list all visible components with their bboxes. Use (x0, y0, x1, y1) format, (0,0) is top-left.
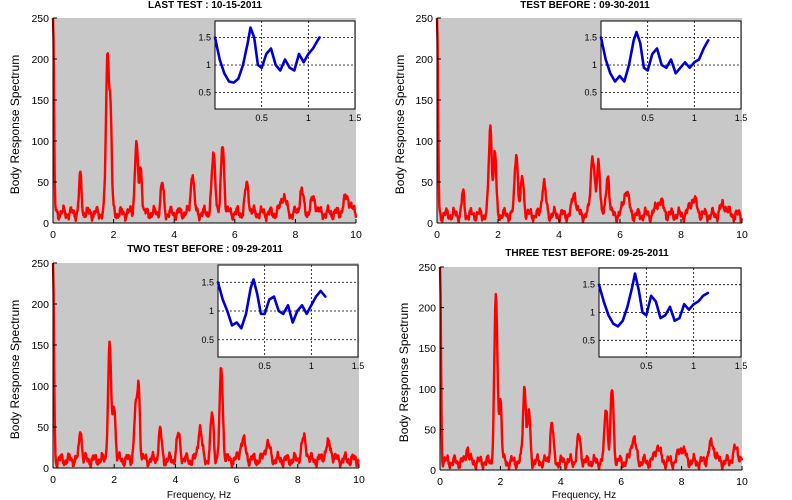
x-tick-label: 2 (497, 476, 503, 488)
chart-panel-3: 0 50 100 150 200 250 0 2 4 6 8 10 TWO TEST BEFORE : … (8, 244, 365, 500)
spectrum-line (51, 17, 358, 223)
inset-x-tick-label: 1 (309, 361, 314, 371)
inset-y-tick-label: 1 (592, 60, 597, 70)
y-axis-label: Body Response Spectrum (397, 303, 411, 442)
x-tick-label: 6 (618, 476, 624, 488)
inset-y-tick-label: 0.5 (582, 335, 595, 345)
x-tick-label: 4 (556, 229, 562, 241)
y-axis-label: Body Response Spectrum (393, 55, 407, 194)
inset-x-tick-label: 1.5 (735, 361, 748, 371)
x-tick-label: 0 (437, 476, 443, 488)
inset-y-tick-label: 1 (206, 60, 211, 70)
chart-panel-4: 0 50 100 150 200 250 0 2 4 6 8 10 THREE TEST BEFORE:… (397, 248, 748, 500)
y-tick-label: 150 (31, 95, 49, 107)
inset-chart: 0.5 1 1.5 0.5 1 1.5 (582, 267, 748, 371)
inset-x-tick-label: 0.5 (641, 113, 654, 123)
x-tick-label: 10 (353, 474, 365, 486)
inset-line (213, 26, 321, 84)
chart-panel-1: 0 50 100 150 200 250 0 2 4 6 8 10 LAST TEST : 10-15-… (8, 0, 362, 241)
x-tick-label: 6 (617, 229, 623, 241)
y-tick-label: 250 (418, 262, 436, 274)
x-tick-label: 10 (350, 229, 362, 241)
inset-y-tick-label: 1.5 (584, 33, 597, 43)
inset-line (599, 30, 710, 83)
chart-panel-2: 0 50 100 150 200 250 0 2 4 6 8 10 TEST BEFORE : 09-3… (393, 0, 748, 241)
inset-line (216, 278, 327, 330)
y-tick-label: 250 (31, 258, 49, 270)
inset-x-tick-label: 1.5 (352, 361, 365, 371)
chart-title: TWO TEST BEFORE : 09-29-2011 (127, 244, 283, 255)
y-tick-label: 150 (31, 340, 49, 352)
x-tick-label: 8 (679, 476, 685, 488)
y-axis-label: Body Response Spectrum (8, 55, 22, 194)
x-tick-label: 0 (434, 229, 440, 241)
x-tick-label: 10 (736, 476, 748, 488)
x-tick-label: 8 (292, 229, 298, 241)
inset-y-tick-label: 0.5 (201, 335, 214, 345)
inset-x-tick-label: 1 (692, 113, 697, 123)
x-axis-label: Frequency, Hz (167, 490, 231, 500)
x-tick-label: 6 (234, 474, 240, 486)
inset-y-tick-label: 1.5 (582, 280, 595, 290)
x-tick-label: 8 (678, 229, 684, 241)
x-tick-label: 4 (171, 229, 177, 241)
inset-y-tick-label: 1 (209, 306, 214, 316)
inset-x-tick-label: 1.5 (735, 113, 748, 123)
x-tick-label: 6 (232, 229, 238, 241)
inset-chart: 0.5 1 1.5 0.5 1 1.5 (201, 264, 365, 371)
x-tick-label: 2 (111, 229, 117, 241)
inset-x-tick-label: 1 (691, 361, 696, 371)
y-tick-label: 0 (430, 465, 436, 477)
y-tick-label: 200 (31, 299, 49, 311)
chart-title: LAST TEST : 10-15-2011 (148, 0, 262, 11)
y-tick-label: 100 (31, 136, 49, 148)
inset-x-tick-label: 1.5 (349, 113, 362, 123)
y-tick-label: 0 (43, 218, 49, 230)
y-tick-label: 150 (418, 343, 436, 355)
inset-x-tick-label: 0.5 (258, 361, 271, 371)
spectrum-line (438, 266, 744, 471)
inset-y-tick-label: 0.5 (198, 88, 211, 98)
chart-title: THREE TEST BEFORE: 09-25-2011 (505, 248, 669, 259)
y-tick-label: 100 (418, 384, 436, 396)
y-tick-label: 200 (415, 54, 433, 66)
y-tick-label: 0 (427, 218, 433, 230)
inset-line (597, 272, 710, 328)
x-tick-label: 10 (736, 229, 748, 241)
x-tick-label: 0 (50, 474, 56, 486)
y-tick-label: 50 (37, 422, 49, 434)
y-tick-label: 50 (424, 424, 436, 436)
y-tick-label: 100 (31, 381, 49, 393)
y-tick-label: 250 (31, 13, 49, 25)
x-tick-label: 4 (172, 474, 178, 486)
y-tick-label: 200 (418, 303, 436, 315)
inset-y-tick-label: 1.5 (201, 277, 214, 287)
y-tick-label: 100 (415, 136, 433, 148)
x-tick-label: 2 (495, 229, 501, 241)
y-tick-label: 50 (37, 177, 49, 189)
y-tick-label: 50 (421, 177, 433, 189)
inset-y-tick-label: 1 (590, 308, 595, 318)
spectrum-line (435, 17, 744, 224)
inset-y-tick-label: 1.5 (198, 33, 211, 43)
x-tick-label: 2 (111, 474, 117, 486)
inset-chart: 0.5 1 1.5 0.5 1 1.5 (198, 20, 362, 123)
x-tick-label: 8 (295, 474, 301, 486)
y-tick-label: 0 (43, 463, 49, 475)
x-tick-label: 0 (50, 229, 56, 241)
y-tick-label: 250 (415, 13, 433, 25)
inset-x-tick-label: 0.5 (640, 361, 653, 371)
y-tick-label: 150 (415, 95, 433, 107)
inset-chart: 0.5 1 1.5 0.5 1 1.5 (584, 20, 748, 123)
inset-x-tick-label: 0.5 (255, 113, 268, 123)
y-axis-label: Body Response Spectrum (8, 300, 22, 439)
y-tick-label: 200 (31, 54, 49, 66)
inset-x-tick-label: 1 (306, 113, 311, 123)
x-axis-label: Frequency, Hz (552, 490, 616, 500)
inset-y-tick-label: 0.5 (584, 88, 597, 98)
chart-title: TEST BEFORE : 09-30-2011 (520, 0, 650, 11)
x-tick-label: 4 (558, 476, 564, 488)
spectrum-line (51, 262, 360, 469)
